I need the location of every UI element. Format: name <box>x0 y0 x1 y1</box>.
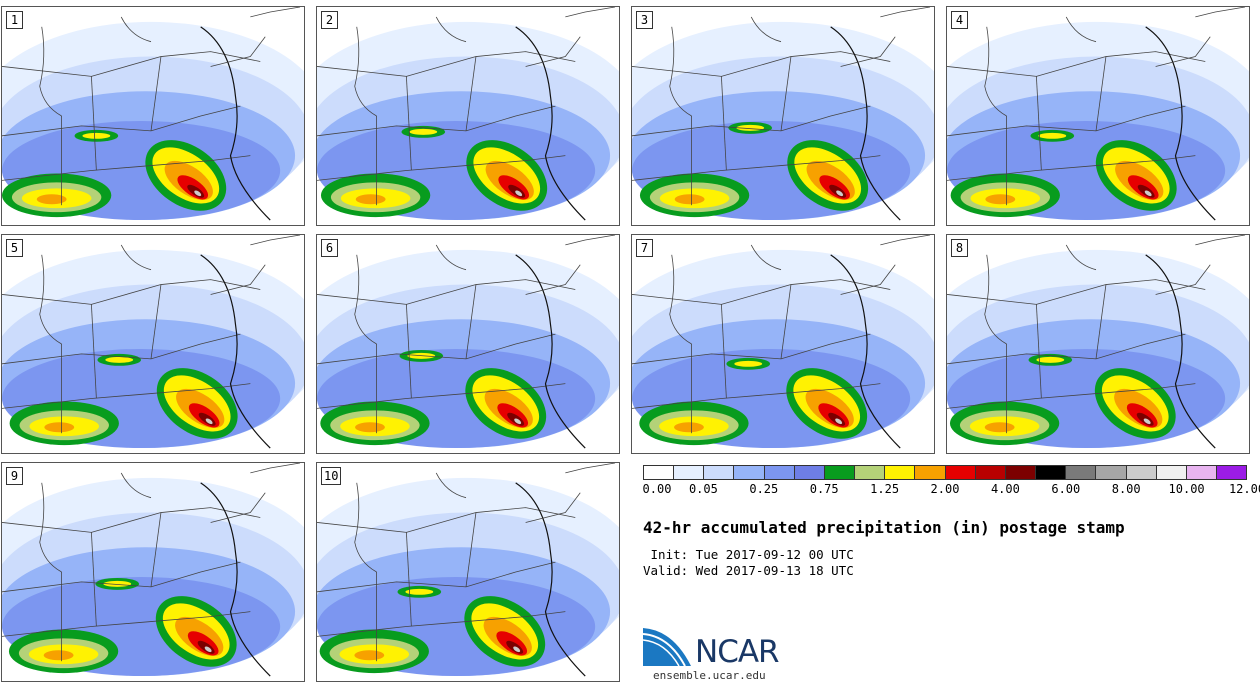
map-panel: 10 <box>316 462 620 682</box>
colorbar-swatch <box>1036 466 1067 479</box>
member-number: 1 <box>6 11 23 29</box>
colorbar-swatch <box>855 466 886 479</box>
colorbar-tick-label: 6.00 <box>1051 482 1081 496</box>
colorbar-tick-label: 1.25 <box>870 482 900 496</box>
chart-title: 42-hr accumulated precipitation (in) pos… <box>643 518 1125 537</box>
ncar-logo-icon <box>643 628 691 667</box>
colorbar-swatch <box>1126 466 1157 479</box>
colorbar-swatch <box>975 466 1006 479</box>
colorbar-tick-label: 2.00 <box>930 482 960 496</box>
map-panel: 6 <box>316 234 620 454</box>
precip-map-graphic <box>2 463 304 677</box>
colorbar-tick-label: 8.00 <box>1111 482 1141 496</box>
precip-map-graphic <box>632 7 934 221</box>
map-panel: 4 <box>946 6 1250 226</box>
precip-map-graphic <box>632 235 934 449</box>
colorbar-swatch <box>915 466 946 479</box>
map-panel: 7 <box>631 234 935 454</box>
member-number: 4 <box>951 11 968 29</box>
precip-map-graphic <box>2 7 304 221</box>
map-panel: 2 <box>316 6 620 226</box>
map-panel: 9 <box>1 462 305 682</box>
precip-map-graphic <box>317 463 619 677</box>
init-time: Init: Tue 2017-09-12 00 UTC <box>643 547 854 562</box>
colorbar-swatch <box>1216 466 1247 479</box>
colorbar-tick-label: 0.75 <box>809 482 839 496</box>
member-number: 5 <box>6 239 23 257</box>
map-panel: 1 <box>1 6 305 226</box>
map-panel: 3 <box>631 6 935 226</box>
colorbar-tick-label: 12.00 <box>1228 482 1260 496</box>
colorbar-swatch <box>885 466 916 479</box>
colorbar-tick-label: 0.00 <box>642 482 672 496</box>
precip-map-graphic <box>947 7 1249 221</box>
colorbar-tick-label: 0.25 <box>749 482 779 496</box>
valid-time: Valid: Wed 2017-09-13 18 UTC <box>643 563 854 578</box>
map-panel: 5 <box>1 234 305 454</box>
site-url: ensemble.ucar.edu <box>653 669 766 682</box>
member-number: 3 <box>636 11 653 29</box>
colorbar <box>643 465 1247 480</box>
colorbar-swatch <box>945 466 976 479</box>
colorbar-tick-label: 0.05 <box>688 482 718 496</box>
precip-map-graphic <box>317 235 619 449</box>
colorbar-swatch <box>1066 466 1097 479</box>
colorbar-swatch <box>794 466 825 479</box>
member-number: 6 <box>321 239 338 257</box>
colorbar-swatch <box>704 466 735 479</box>
colorbar-swatch <box>1186 466 1217 479</box>
member-number: 9 <box>6 467 23 485</box>
colorbar-swatch <box>824 466 856 479</box>
colorbar-tick-label: 10.00 <box>1168 482 1205 496</box>
logo-text: NCAR <box>695 634 780 670</box>
colorbar-swatch <box>1156 466 1187 479</box>
colorbar-swatch <box>644 466 675 479</box>
colorbar-swatch <box>764 466 795 479</box>
member-number: 10 <box>321 467 342 485</box>
precip-map-graphic <box>2 235 304 449</box>
colorbar-swatch <box>1005 466 1037 479</box>
precip-map-graphic <box>947 235 1249 449</box>
map-panel: 8 <box>946 234 1250 454</box>
member-number: 2 <box>321 11 338 29</box>
colorbar-swatch <box>674 466 705 479</box>
colorbar-swatch <box>734 466 765 479</box>
member-number: 7 <box>636 239 653 257</box>
precip-map-graphic <box>317 7 619 221</box>
colorbar-swatch <box>1096 466 1127 479</box>
colorbar-tick-label: 4.00 <box>990 482 1020 496</box>
member-number: 8 <box>951 239 968 257</box>
